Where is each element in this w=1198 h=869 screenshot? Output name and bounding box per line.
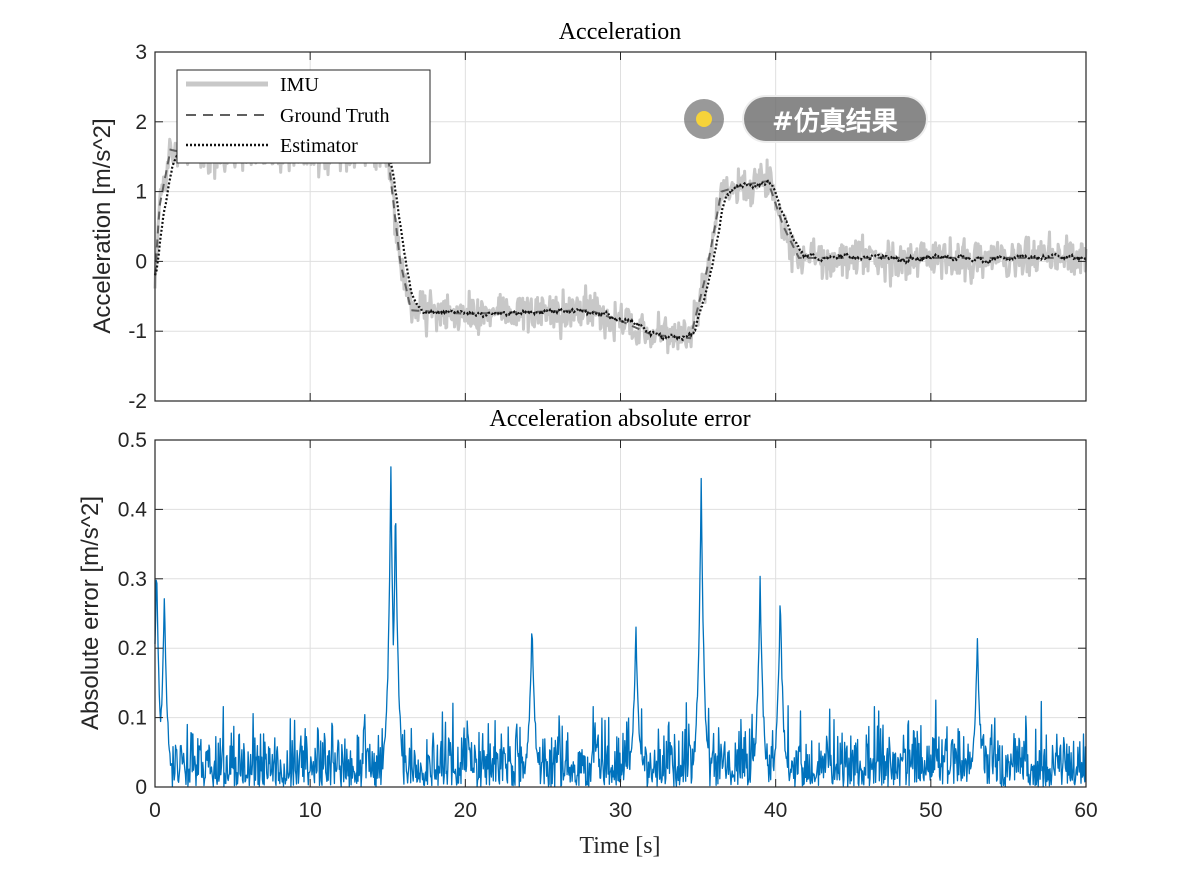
error-panel: 0 10 20 30 40 50 60 0 0.1 0.2 0.3 0.4 0.5 Accelerati…: [77, 406, 1098, 859]
error-xtick-label: 20: [454, 799, 477, 822]
acceleration-ytick-label: -2: [128, 390, 147, 413]
acceleration-ytick-label: 1: [135, 181, 147, 204]
legend-imu-label: IMU: [280, 74, 319, 96]
estimator-series-line: [153, 146, 1087, 342]
error-title: Acceleration absolute error: [489, 406, 750, 432]
error-ytick-label: 0.2: [118, 637, 147, 660]
acceleration-ytick-label: 3: [135, 41, 147, 64]
error-xtick-label: 30: [609, 799, 632, 822]
error-ticks: 0 10 20 30 40 50 60 0 0.1 0.2 0.3 0.4 0.5: [118, 429, 1098, 822]
acceleration-ticks: -2 -1 0 1 2 3: [128, 41, 1087, 413]
acceleration-panel: -2 -1 0 1 2 3 Acceleration Acceleration [m/s^…: [89, 19, 1088, 413]
overlay-dot-button[interactable]: [684, 99, 724, 139]
overlay-tag[interactable]: #仿真结果: [684, 95, 928, 143]
error-ylabel: Absolute error [m/s^2]: [77, 496, 104, 730]
error-ytick-label: 0.5: [118, 429, 147, 452]
error-ytick-label: 0.4: [118, 498, 148, 521]
error-xlabel: Time [s]: [579, 833, 660, 859]
yellow-dot-icon: [696, 111, 712, 127]
acceleration-ylabel: Acceleration [m/s^2]: [89, 118, 116, 333]
acceleration-title: Acceleration: [559, 19, 682, 45]
legend: IMU Ground Truth Estimator: [176, 69, 431, 164]
error-xtick-label: 60: [1074, 799, 1097, 822]
error-grid: [155, 440, 1086, 787]
error-xtick-label: 40: [764, 799, 787, 822]
legend-estimator-label: Estimator: [280, 135, 358, 157]
overlay-tag-label[interactable]: #仿真结果: [742, 95, 928, 143]
error-ytick-label: 0: [135, 776, 147, 799]
error-xtick-label: 50: [919, 799, 942, 822]
error-ytick-label: 0.3: [118, 568, 147, 591]
error-ytick-label: 0.1: [118, 707, 147, 730]
error-xtick-label: 10: [298, 799, 321, 822]
legend-ground-truth-label: Ground Truth: [280, 105, 389, 127]
acceleration-ytick-label: -1: [128, 320, 147, 343]
acceleration-ytick-label: 0: [135, 250, 147, 273]
error-xtick-label: 0: [149, 799, 161, 822]
acceleration-ytick-label: 2: [135, 111, 147, 134]
